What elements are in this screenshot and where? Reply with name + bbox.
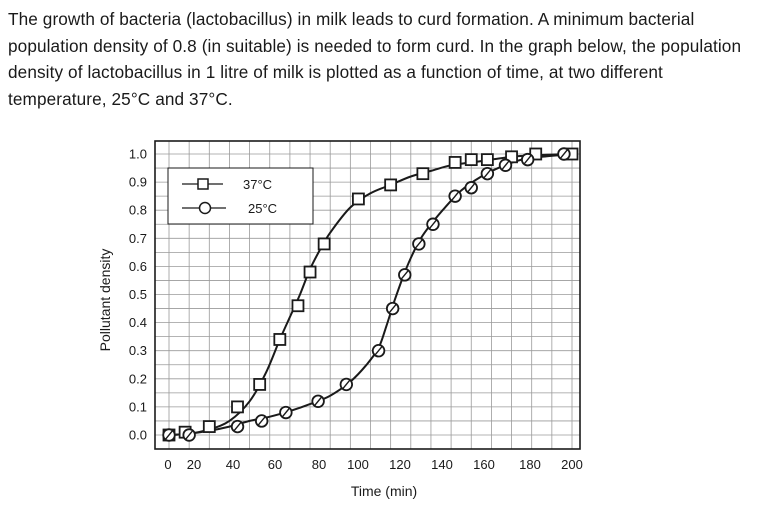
x-tick-labels: 0 20 40 60 80 100 120 140 160 180 200 — [164, 457, 582, 472]
data-point-37c — [416, 167, 430, 181]
legend-label-25c: 25°C — [248, 201, 277, 216]
data-point-slash-25c — [523, 154, 532, 165]
y-tick-label: 0.4 — [129, 315, 147, 330]
data-point-37c — [505, 150, 518, 164]
data-point-37c — [202, 420, 216, 433]
x-tick-label: 20 — [187, 457, 201, 472]
data-point-37c — [352, 192, 365, 206]
data-point-slash-25c — [400, 269, 409, 280]
data-point-37c — [273, 333, 287, 346]
question-text: The growth of bacteria (lactobacillus) i… — [8, 9, 742, 109]
y-tick-label: 0.7 — [129, 231, 147, 246]
data-point-37c — [480, 153, 494, 167]
data-point-slash-25c — [374, 345, 383, 356]
y-tick-label: 0.3 — [129, 343, 147, 358]
data-point-slash-25c — [501, 160, 510, 171]
data-point-slash-25c — [388, 303, 397, 314]
x-tick-label: 200 — [561, 457, 583, 472]
data-point-37c — [253, 378, 267, 391]
data-point-37c — [384, 178, 398, 192]
y-tick-labels: 0.0 0.1 0.2 0.3 0.4 0.5 0.6 0.7 0.8 0.9 1.0 — [129, 147, 147, 443]
x-tick-label: 0 — [164, 457, 171, 472]
data-point-slash-25c — [483, 168, 492, 179]
x-tick-label: 120 — [389, 457, 411, 472]
x-axis-label: Time (min) — [351, 483, 417, 499]
x-tick-label: 40 — [226, 457, 240, 472]
y-tick-label: 0.5 — [129, 287, 147, 302]
x-tick-label: 100 — [347, 457, 369, 472]
data-point-slash-25c — [185, 430, 194, 440]
y-tick-label: 0.9 — [129, 175, 147, 190]
chart-legend: 37°C 25°C — [167, 167, 314, 225]
y-tick-label: 0.0 — [129, 428, 147, 443]
data-point-37c — [291, 299, 305, 313]
legend-marker-square — [197, 178, 209, 190]
data-point-slash-25c — [450, 191, 460, 201]
data-point-37c — [448, 156, 462, 169]
x-tick-label: 180 — [519, 457, 541, 472]
y-tick-label: 0.1 — [129, 399, 147, 414]
data-point-slash-25c — [257, 416, 266, 426]
data-point-slash-25c — [164, 430, 174, 440]
chart-markers — [162, 147, 579, 442]
y-tick-label: 1.0 — [129, 147, 147, 162]
data-point-slash-25c — [233, 421, 242, 432]
legend-label-37c: 37°C — [243, 177, 272, 192]
data-point-slash-25c — [559, 149, 569, 159]
x-tick-label: 80 — [312, 457, 326, 472]
data-point-37c — [231, 400, 244, 414]
data-point-37c — [303, 265, 317, 279]
plot-frame — [154, 140, 581, 450]
y-tick-label: 0.6 — [129, 259, 147, 274]
x-tick-label: 140 — [431, 457, 453, 472]
legend-box — [167, 167, 314, 225]
legend-marker-circle — [198, 201, 212, 215]
data-point-slash-25c — [414, 239, 424, 249]
y-axis-label: Pollutant density — [97, 249, 113, 352]
data-point-37c — [317, 237, 331, 251]
data-point-slash-25c — [342, 379, 351, 390]
data-point-slash-25c — [467, 182, 476, 193]
data-point-slash-25c — [428, 219, 438, 230]
x-tick-label: 60 — [268, 457, 282, 472]
y-tick-label: 0.2 — [129, 371, 147, 386]
data-point-37c — [464, 153, 478, 167]
data-point-slash-25c — [281, 407, 291, 418]
y-tick-label: 0.8 — [129, 203, 147, 218]
x-tick-label: 160 — [473, 457, 495, 472]
data-point-slash-25c — [313, 396, 323, 407]
